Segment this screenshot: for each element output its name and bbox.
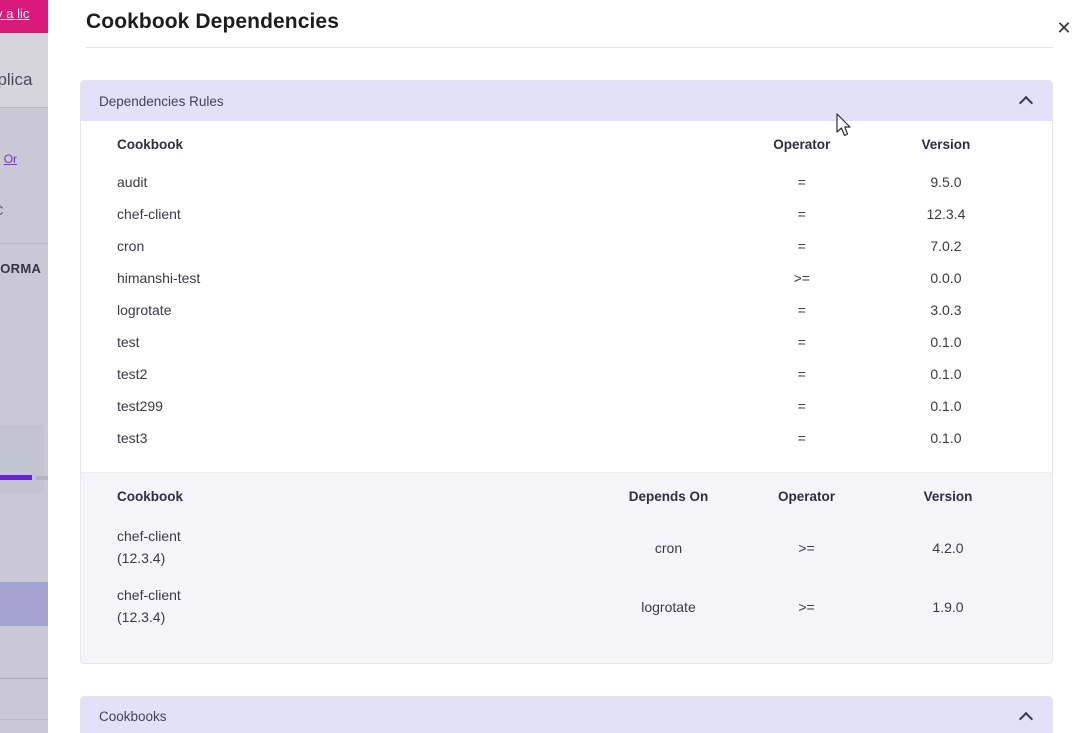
depends-on-rows: chef-client (12.3.4) cron >= 4.2.0 chef-c… <box>117 518 1018 637</box>
header-divider <box>86 47 1053 48</box>
col-header-depends-on: Depends On <box>628 489 709 504</box>
active-tab-indicator <box>0 475 32 480</box>
col-header-operator: Operator <box>773 137 831 152</box>
section-heading: FORMA <box>0 261 42 276</box>
panel-dependencies-rules: Dependencies Rules Cookbook Operator Ver… <box>80 80 1053 664</box>
cell-cookbook: test2 <box>117 366 148 382</box>
col-header-operator: Operator <box>777 489 835 504</box>
cell-version: 4.2.0 <box>932 539 964 556</box>
cell-operator: >= <box>798 599 815 616</box>
page-backdrop: ply a lic pplica s > Or C FORMA <box>0 0 56 733</box>
table-row: test = 0.1.0 <box>117 326 1016 358</box>
table-row: logrotate = 3.0.3 <box>117 294 1016 326</box>
col-header-version: Version <box>923 489 973 504</box>
cell-version: 0.1.0 <box>930 334 962 350</box>
license-banner-text: ply a lic <box>0 6 30 21</box>
dependencies-rules-table-wrap: Cookbook Operator Version audit = 9.5.0 … <box>81 121 1052 472</box>
app-topbar <box>0 33 56 108</box>
col-header-cookbook: Cookbook <box>117 137 183 152</box>
cell-version: 0.0.0 <box>930 270 962 286</box>
backdrop-row-divider <box>0 678 56 679</box>
table-row: audit = 9.5.0 <box>117 166 1016 198</box>
backdrop-card <box>0 425 44 493</box>
table-row: cron = 7.0.2 <box>117 230 1016 262</box>
close-icon[interactable]: ✕ <box>1048 12 1080 44</box>
inactive-tab-indicator <box>36 476 56 480</box>
panel-title: Dependencies Rules <box>99 93 224 109</box>
cell-cookbook: audit <box>117 174 148 190</box>
cell-version: 1.9.0 <box>932 599 964 616</box>
cell-cookbook: himanshi-test <box>117 270 201 286</box>
cell-version: 0.1.0 <box>930 398 962 414</box>
cell-version: 0.1.0 <box>930 366 962 382</box>
cell-depends-on: logrotate <box>641 599 696 616</box>
dependencies-rules-table: Cookbook Operator Version audit = 9.5.0 … <box>117 121 1016 454</box>
cell-operator: = <box>797 206 806 222</box>
cell-cookbook: test299 <box>117 398 163 414</box>
depends-on-table: Cookbook Depends On Operator Version che… <box>117 473 1018 637</box>
cell-operator: = <box>797 174 806 190</box>
cell-cookbook: logrotate <box>117 302 172 318</box>
table-row: test2 = 0.1.0 <box>117 358 1016 390</box>
cell-version: 7.0.2 <box>930 238 962 254</box>
backdrop-selected-row <box>0 582 56 626</box>
chevron-up-icon[interactable] <box>1020 710 1034 724</box>
cookbook-dependencies-modal: Cookbook Dependencies ✕ Dependencies Rul… <box>48 0 1085 733</box>
cell-operator: = <box>797 430 806 446</box>
table-header-row: Cookbook Operator Version <box>117 121 1016 166</box>
table-row: chef-client (12.3.4) logrotate >= 1.9.0 <box>117 577 1018 636</box>
col-header-cookbook: Cookbook <box>117 489 183 504</box>
cell-cookbook: cron <box>117 238 145 254</box>
backdrop-row-divider-2 <box>0 719 56 720</box>
cell-version: 3.0.3 <box>930 302 962 318</box>
table-row: chef-client (12.3.4) cron >= 4.2.0 <box>117 518 1018 577</box>
license-banner: ply a lic <box>0 0 56 33</box>
breadcrumb: s > Or <box>0 152 18 166</box>
page-title: Cookbook Dependencies <box>86 10 339 33</box>
panel-title: Cookbooks <box>99 709 167 725</box>
cell-cookbook: chef-client (12.3.4) <box>117 587 181 626</box>
page-subtitle: C <box>0 203 3 218</box>
table-row: chef-client = 12.3.4 <box>117 198 1016 230</box>
cell-operator: = <box>797 238 806 254</box>
cell-operator: >= <box>793 270 810 286</box>
cell-cookbook: test <box>117 334 140 350</box>
table-row: test299 = 0.1.0 <box>117 390 1016 422</box>
cell-cookbook: test3 <box>117 430 148 446</box>
cell-cookbook: chef-client <box>117 206 181 222</box>
cell-version: 9.5.0 <box>930 174 962 190</box>
cell-version: 0.1.0 <box>930 430 962 446</box>
depends-on-table-wrap: Cookbook Depends On Operator Version che… <box>81 472 1052 663</box>
table-row: himanshi-test >= 0.0.0 <box>117 262 1016 294</box>
cell-cookbook: chef-client (12.3.4) <box>117 528 181 566</box>
cell-depends-on: cron <box>654 539 683 556</box>
table-row: test3 = 0.1.0 <box>117 422 1016 454</box>
cell-version: 12.3.4 <box>926 206 966 222</box>
app-title: pplica <box>0 70 33 89</box>
cell-operator: = <box>797 302 806 318</box>
modal-body: Dependencies Rules Cookbook Operator Ver… <box>48 48 1085 733</box>
cell-operator: = <box>797 366 806 382</box>
dependencies-rules-rows: audit = 9.5.0 chef-client = 12.3.4 cron … <box>117 166 1016 454</box>
table-header-row: Cookbook Depends On Operator Version <box>117 473 1018 518</box>
backdrop-divider <box>0 243 56 244</box>
modal-header: Cookbook Dependencies ✕ <box>48 0 1085 48</box>
col-header-version: Version <box>921 137 971 152</box>
cell-operator: = <box>797 334 806 350</box>
panel-header-dependencies-rules[interactable]: Dependencies Rules <box>81 81 1052 121</box>
cell-operator: >= <box>798 539 815 556</box>
panel-header-cookbooks[interactable]: Cookbooks <box>81 696 1052 733</box>
cell-operator: = <box>797 398 806 414</box>
panel-cookbooks: Cookbooks <box>80 695 1053 733</box>
chevron-up-icon[interactable] <box>1020 94 1034 108</box>
